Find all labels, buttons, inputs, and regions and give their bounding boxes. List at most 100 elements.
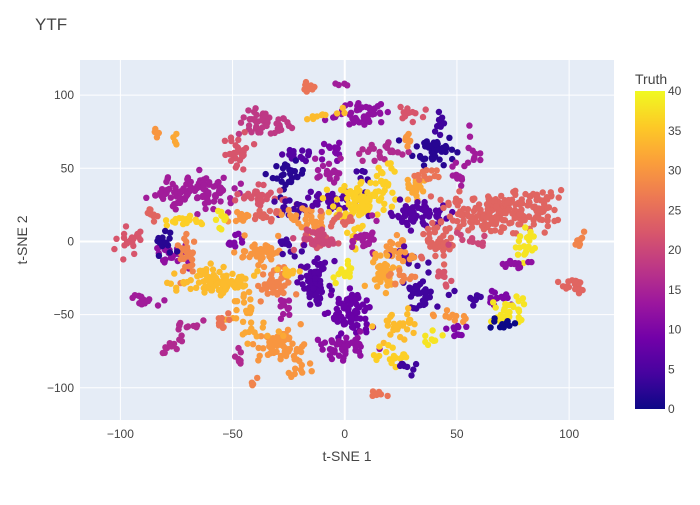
scatter-point <box>434 123 441 130</box>
scatter-point <box>308 368 315 375</box>
scatter-point <box>277 356 284 363</box>
scatter-point <box>248 379 256 386</box>
scatter-point <box>491 198 498 205</box>
scatter-point <box>231 185 238 192</box>
scatter-point <box>325 160 333 167</box>
scatter-point <box>260 319 267 326</box>
scatter-point <box>388 311 395 319</box>
scatter-point <box>238 273 245 280</box>
scatter-point <box>241 232 248 239</box>
scatter-point <box>147 211 154 218</box>
scatter-point <box>353 168 360 175</box>
scatter-point <box>176 336 183 343</box>
scatter-point <box>277 315 285 322</box>
scatter-point <box>341 80 348 87</box>
scatter-point <box>171 201 178 208</box>
scatter-point <box>180 278 187 286</box>
scatter-point <box>435 108 443 116</box>
scatter-point <box>251 215 259 223</box>
scatter-point <box>194 183 201 190</box>
scatter-point <box>477 156 484 164</box>
scatter-point <box>500 324 507 331</box>
scatter-point <box>371 110 378 118</box>
scatter-point <box>515 221 522 228</box>
scatter-point <box>377 168 385 175</box>
scatter-point <box>387 331 394 338</box>
scatter-point <box>443 307 451 314</box>
scatter-point <box>405 148 412 156</box>
scatter-point <box>371 157 378 164</box>
scatter-point <box>264 243 271 250</box>
scatter-point <box>490 299 497 306</box>
scatter-point <box>305 227 312 234</box>
scatter-point <box>219 324 227 331</box>
scatter-point <box>344 261 352 268</box>
x-tick-label: 0 <box>341 427 348 441</box>
scatter-point <box>290 235 297 242</box>
scatter-point <box>348 243 356 251</box>
scatter-point <box>120 256 127 263</box>
scatter-point <box>264 332 271 339</box>
scatter-point <box>169 180 176 188</box>
scatter-point <box>394 149 401 156</box>
scatter-point <box>183 238 190 245</box>
scatter-point <box>380 206 387 214</box>
scatter-point <box>555 194 562 201</box>
scatter-point <box>341 302 348 310</box>
scatter-point <box>385 272 393 279</box>
scatter-point <box>280 332 287 339</box>
scatter-point <box>262 170 269 178</box>
scatter-point <box>303 88 310 95</box>
scatter-point <box>503 198 511 206</box>
scatter-point <box>188 256 196 263</box>
scatter-point <box>326 175 333 182</box>
scatter-point <box>249 243 256 250</box>
scatter-point <box>321 116 329 124</box>
scatter-point <box>407 316 414 324</box>
scatter-point <box>282 352 290 360</box>
scatter-point <box>414 199 421 206</box>
scatter-point <box>451 287 458 295</box>
scatter-point <box>387 238 394 246</box>
scatter-point <box>409 108 416 116</box>
scatter-point <box>453 229 461 236</box>
scatter-point <box>154 302 162 309</box>
scatter-point <box>366 118 373 126</box>
scatter-point <box>412 360 420 368</box>
scatter-point <box>511 214 518 222</box>
scatter-point <box>253 123 260 130</box>
scatter-point <box>290 148 297 155</box>
scatter-point <box>303 272 310 280</box>
scatter-point <box>248 250 255 258</box>
scatter-point <box>408 372 415 379</box>
scatter-point <box>299 166 306 174</box>
scatter-point <box>162 239 169 246</box>
scatter-point <box>250 141 258 148</box>
scatter-point <box>452 198 459 206</box>
scatter-point <box>325 169 332 176</box>
scatter-point <box>485 221 492 229</box>
scatter-point <box>363 329 370 336</box>
scatter-point <box>429 219 436 227</box>
scatter-point <box>335 338 342 345</box>
scatter-point <box>451 326 458 333</box>
scatter-point <box>275 328 282 335</box>
scatter-point <box>319 162 327 170</box>
scatter-point <box>400 243 408 250</box>
scatter-point <box>311 269 318 276</box>
scatter-point <box>400 320 407 327</box>
scatter-point <box>514 251 522 258</box>
scatter-point <box>440 240 447 248</box>
scatter-point <box>291 370 298 378</box>
scatter-point <box>496 207 503 214</box>
scatter-point <box>362 241 369 249</box>
scatter-point <box>274 266 281 273</box>
scatter-point <box>341 221 348 228</box>
scatter-point <box>278 126 285 134</box>
scatter-point <box>528 258 535 266</box>
scatter-point <box>253 333 260 340</box>
scatter-point <box>155 129 162 137</box>
scatter-point <box>431 128 439 135</box>
scatter-point <box>264 290 271 297</box>
scatter-point <box>235 130 243 138</box>
